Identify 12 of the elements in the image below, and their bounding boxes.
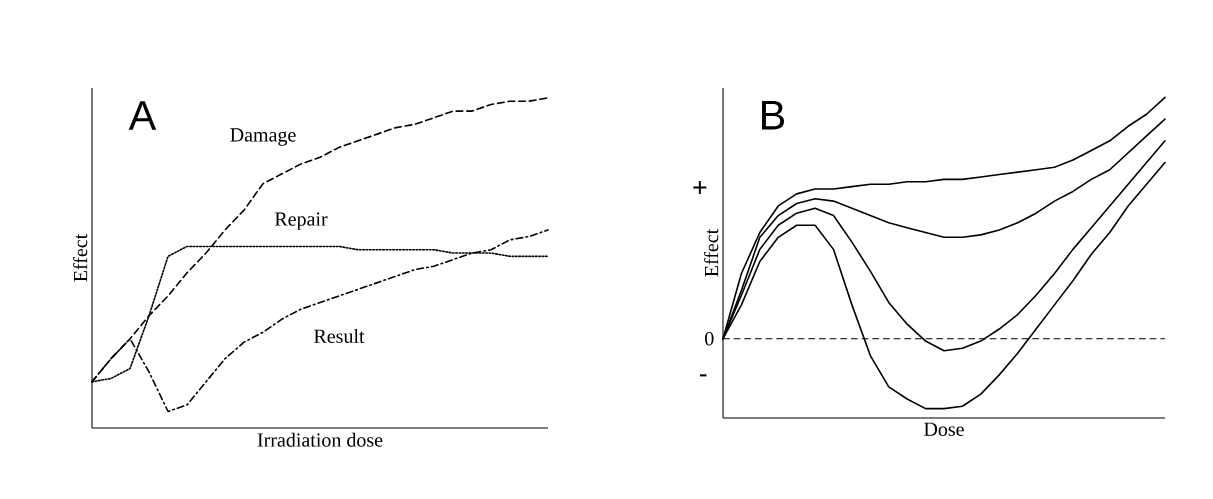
chart-title: B bbox=[762, 100, 785, 130]
x-axis-title: Dose bbox=[924, 422, 964, 436]
y-axis-title: Effect bbox=[704, 228, 719, 277]
series-label: Damage bbox=[230, 128, 296, 146]
ref-line-label: 0 bbox=[705, 331, 714, 346]
text: + bbox=[693, 180, 707, 194]
y-axis-title: Effect bbox=[73, 233, 88, 282]
chart-title: A bbox=[128, 101, 157, 130]
series-label: Result bbox=[314, 328, 365, 343]
text: - bbox=[699, 374, 707, 377]
series-label: Repair bbox=[274, 212, 328, 230]
x-axis-title: Irradiation dose bbox=[257, 432, 383, 447]
